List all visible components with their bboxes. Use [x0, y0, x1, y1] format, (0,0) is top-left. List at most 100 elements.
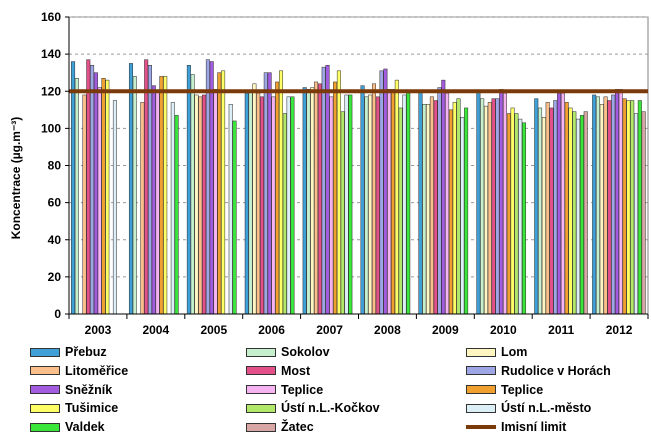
bar — [456, 98, 461, 315]
bar — [622, 98, 627, 315]
axes — [65, 16, 649, 319]
bar — [422, 103, 427, 315]
y-tick-labels: 0 20 40 60 80 100 120 140 160 — [41, 10, 61, 321]
legend-label: Tušimice — [65, 401, 119, 416]
bar — [147, 65, 152, 315]
y-axis-label: Koncentrace (µg.m⁻³) — [9, 117, 23, 240]
bar — [592, 94, 597, 315]
bar — [364, 96, 369, 315]
legend-label: Most — [281, 363, 311, 378]
bar — [522, 122, 527, 315]
legend-swatch — [246, 385, 276, 395]
legend-label: Sokolov — [281, 345, 330, 359]
bar — [437, 87, 442, 315]
bar — [209, 61, 214, 315]
legend-swatch — [30, 366, 60, 376]
bar — [371, 83, 376, 315]
legend-swatch — [466, 385, 496, 395]
bar — [426, 103, 431, 315]
bar — [406, 92, 411, 315]
bar — [576, 118, 581, 315]
legend-item: Teplice — [466, 382, 543, 398]
bar — [263, 72, 268, 315]
bar — [429, 96, 434, 315]
bar — [641, 111, 646, 315]
y-tick-label: 100 — [41, 121, 61, 135]
bar — [603, 96, 608, 315]
y-tick-label: 140 — [41, 47, 61, 61]
bar — [557, 92, 562, 315]
bar — [144, 59, 149, 315]
bar — [93, 72, 98, 315]
y-tick-label: 120 — [41, 84, 61, 98]
bar — [205, 59, 210, 315]
bar — [545, 102, 550, 315]
x-tick-label: 2004 — [142, 323, 169, 337]
bar — [259, 96, 264, 315]
legend-label: Imisní limit — [501, 420, 567, 435]
bar — [286, 96, 291, 315]
bar — [452, 102, 457, 315]
legend-label: Žatec — [281, 420, 314, 435]
legend-label: Rudolice v Horách — [501, 363, 611, 378]
bar — [306, 89, 311, 315]
legend-swatch — [246, 422, 276, 432]
legend-item: Teplice — [246, 382, 323, 398]
bar — [611, 94, 616, 315]
bar — [155, 91, 160, 315]
legend-item: Sněžník — [30, 382, 112, 398]
y-tick-label: 20 — [48, 270, 62, 284]
legend-swatch — [466, 425, 496, 430]
legend-item: Most — [246, 363, 310, 379]
legend-label: Ústí n.L.-Kočkov — [281, 401, 380, 416]
bar — [541, 116, 546, 315]
bar — [360, 85, 365, 315]
bar — [325, 65, 330, 315]
bar — [186, 65, 191, 315]
bar — [140, 102, 145, 315]
bar — [267, 72, 272, 315]
bar — [564, 102, 569, 315]
bar — [321, 66, 326, 315]
bar — [310, 87, 315, 315]
bar — [506, 113, 511, 315]
bar — [71, 61, 76, 315]
bar — [572, 111, 577, 315]
bar — [279, 70, 284, 315]
bar — [487, 102, 492, 315]
bar — [190, 74, 195, 315]
bar — [615, 89, 619, 315]
legend-swatch — [466, 403, 496, 413]
legend-label: Přebuz — [65, 345, 107, 359]
bar — [329, 96, 334, 315]
bar — [630, 100, 635, 315]
bar — [271, 96, 276, 315]
y-tick-label: 60 — [48, 196, 62, 210]
bar — [514, 113, 519, 315]
bar — [391, 89, 395, 315]
bar — [383, 68, 388, 315]
bar — [480, 98, 485, 315]
legend-label: Teplice — [281, 382, 324, 397]
legend-swatch — [30, 422, 60, 432]
bar — [252, 83, 257, 315]
bar — [112, 100, 117, 315]
bar — [232, 120, 237, 315]
bar — [607, 100, 612, 315]
legend-item: Rudolice v Horách — [466, 363, 611, 379]
bar — [375, 96, 380, 315]
legend-item: Imisní limit — [466, 419, 566, 435]
bar — [538, 107, 543, 315]
bar — [101, 78, 106, 315]
legend-label: Litoměřice — [65, 363, 129, 378]
legend-swatch — [466, 347, 496, 357]
bar — [499, 89, 504, 315]
legend-item: Ústí n.L.-Kočkov — [246, 400, 380, 416]
bar — [599, 103, 604, 315]
legend-item: Sokolov — [246, 344, 330, 360]
x-tick-label: 2005 — [200, 323, 227, 337]
legend-item: Tušimice — [30, 400, 118, 416]
legend-swatch — [30, 385, 60, 395]
x-tick-label: 2006 — [258, 323, 285, 337]
bar — [202, 94, 207, 315]
